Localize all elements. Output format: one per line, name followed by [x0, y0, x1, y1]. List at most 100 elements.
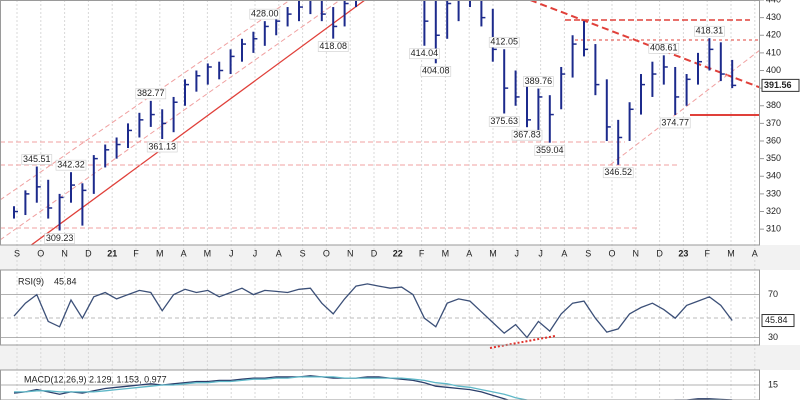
x-tick-label: 23	[678, 248, 688, 258]
macd-lines	[13, 375, 733, 400]
annotation-label: 412.05	[490, 37, 518, 47]
annotation-label: 375.63	[490, 116, 518, 126]
trendline	[30, 0, 366, 245]
annotation-box	[21, 154, 53, 165]
indicator-line	[13, 283, 733, 339]
x-tick-label: N	[347, 248, 354, 258]
annotation-box	[409, 48, 440, 60]
channel-line	[0, 0, 291, 201]
x-tick-label: D	[656, 248, 663, 258]
annotation-box	[648, 43, 680, 54]
x-tick-label: F	[704, 248, 710, 258]
annotation-label: 346.52	[604, 167, 632, 177]
annotation-label: 309.23	[46, 233, 74, 243]
trendlines	[0, 0, 760, 245]
x-tick-label: A	[181, 248, 187, 258]
annotation-box	[420, 66, 452, 77]
y-tick-label: 420	[766, 30, 781, 40]
rsi-frame	[0, 269, 760, 346]
x-tick-label: A	[276, 248, 282, 258]
x-tick-label: M	[489, 248, 497, 258]
x-tick-label: M	[204, 248, 212, 258]
x-tick-label: N	[61, 248, 68, 258]
annotation-label: 428.00	[251, 9, 279, 19]
x-tick-label: J	[515, 248, 520, 258]
x-tick-label: F	[133, 248, 139, 258]
y-tick-label: 340	[766, 171, 781, 181]
y-tick-label: 320	[766, 206, 781, 216]
annotation-label: 414.04	[411, 48, 439, 58]
annotation-label: 342.32	[57, 160, 85, 170]
x-tick-label: M	[727, 248, 735, 258]
x-tick-label: D	[371, 248, 378, 258]
x-tick-label: M	[442, 248, 450, 258]
x-tick-label: J	[538, 248, 543, 258]
y-tick-label: 310	[766, 224, 781, 234]
annotation-box	[135, 88, 167, 100]
annotation-label: 408.61	[650, 43, 678, 53]
rsi-value-tag	[761, 314, 795, 328]
annotation-label: 374.77	[661, 117, 689, 127]
last-price-label: 391.56	[764, 80, 792, 90]
annotation-box	[488, 116, 520, 127]
annotation-box	[55, 159, 87, 171]
x-tick-label: S	[300, 248, 306, 258]
indicator-line	[13, 375, 733, 400]
x-tick-label: A	[466, 248, 472, 258]
x-tick-label: A	[752, 248, 758, 258]
y-tick-label: 370	[766, 118, 781, 128]
price-frame	[0, 0, 760, 246]
annotation-label: 418.08	[319, 41, 347, 51]
rsi-value-label: 45.84	[765, 315, 788, 325]
x-tick-label: S	[14, 248, 20, 258]
annotation-box	[317, 41, 349, 52]
annotation-box	[659, 117, 691, 129]
macd-title: MACD(12,26,9) 2.129, 1.153, 0.977	[24, 374, 167, 384]
macd-frame	[0, 369, 760, 400]
x-tick-label: O	[37, 248, 44, 258]
x-tick-label: F	[419, 248, 425, 258]
y-tick-label: 70	[768, 289, 778, 299]
y-tick-label: 360	[766, 135, 781, 145]
annotation-box	[511, 129, 543, 141]
rsi-divergence	[489, 335, 556, 349]
x-tick-label: J	[229, 248, 234, 258]
x-tick-label: O	[608, 248, 615, 258]
x-tick-label: O	[323, 248, 330, 258]
annotation-label: 367.83	[513, 130, 541, 140]
price-bars	[13, 0, 737, 231]
rsi-lines	[13, 283, 733, 339]
x-tick-label: J	[253, 248, 258, 258]
x-tick-label: M	[156, 248, 164, 258]
rsi-value: 45.84	[54, 276, 77, 286]
annotation-box	[146, 141, 178, 153]
y-tick-label: 350	[766, 153, 781, 163]
y-tick-label: 30	[768, 332, 778, 342]
annotation-label: 359.04	[536, 145, 564, 155]
panel-gap	[0, 345, 800, 370]
annotation-box	[249, 8, 281, 20]
y-tick-label: 380	[766, 100, 781, 110]
annotation-box	[694, 25, 725, 37]
x-tick-label: 22	[393, 248, 403, 258]
annotation-box	[534, 145, 566, 156]
x-tick-label: D	[85, 248, 92, 258]
y-tick-label: 15	[768, 379, 778, 389]
y-tick-label: 330	[766, 188, 781, 198]
annotation-label: 382.77	[137, 88, 165, 98]
annotation-label: 418.31	[696, 26, 724, 36]
annotation-label: 404.08	[422, 66, 450, 76]
y-tick-label: 430	[766, 12, 781, 22]
labels: S O N D 21 F M A M J J A S O N D 22 F M A M J J A S O N D 23 F M A 310 32…	[14, 0, 800, 389]
rsi-title: RSI(9)	[18, 276, 44, 286]
annotation-label: 361.13	[148, 141, 176, 151]
x-tick-label: A	[561, 248, 567, 258]
annotation-box	[488, 36, 520, 48]
annotation-label: 345.51	[23, 154, 51, 164]
y-tick-label: 440	[766, 0, 781, 4]
indicator-line	[14, 376, 729, 400]
annotation-label: 389.76	[525, 76, 553, 86]
annotation-box	[523, 76, 554, 87]
grid	[0, 0, 764, 400]
